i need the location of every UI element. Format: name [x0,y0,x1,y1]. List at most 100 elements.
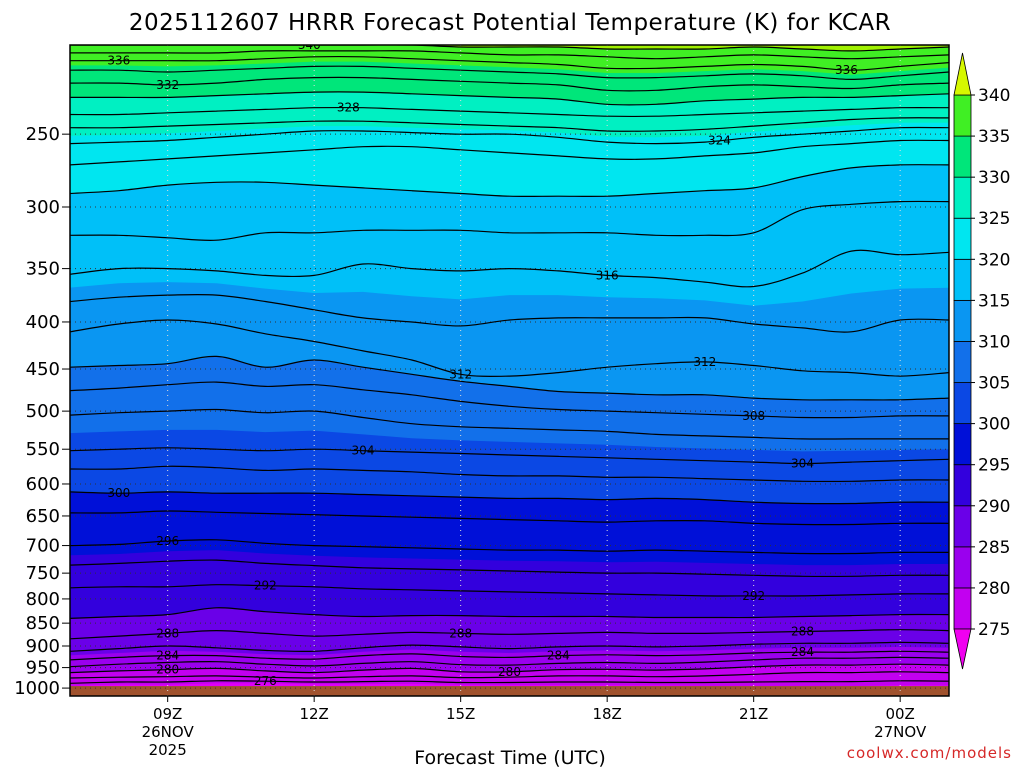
isentrope-276 [70,680,949,684]
y-tick-label-700: 700 [26,536,60,557]
isentrope-330 [70,91,949,106]
y-tick-label-650: 650 [26,506,60,527]
plot-frame [69,44,950,697]
chart-title: 2025112607 HRRR Forecast Potential Tempe… [129,10,891,36]
isentrope-294 [70,559,949,578]
isentrope-308 [70,381,949,419]
y-tick-label-800: 800 [26,589,60,610]
isentrope-label-284: 284 [791,645,814,659]
isentrope-label-308: 308 [742,409,765,423]
isentrope-296 [70,539,949,555]
plot-area: 336 332 340 328 336 324 316 312 312 308 304 304 300 2… [70,38,949,696]
y-tick-label-750: 750 [26,563,60,584]
isentrope-label-316: 316 [596,268,619,282]
isentrope-label-276: 276 [254,674,277,688]
y-tick-label-600: 600 [26,474,60,495]
isentrope-302 [70,465,949,483]
colorbar: 340 335 330 325 320 315 310 305 300 295 290 285 280 2… [953,52,1010,670]
isentrope-292 [70,584,949,597]
x-tick-label-18: 18Z [592,705,621,723]
ground-surface [70,686,949,696]
y-tick-label-250: 250 [26,124,60,145]
colorbar-tick-340: 340 [978,86,1010,106]
colorbar-band-300 [953,382,972,425]
isentrope-328 [70,106,949,118]
isentrope-lines [70,45,949,684]
gridlines [70,45,949,696]
isentrope-label-324: 324 [708,134,731,148]
y-axis: 2503003504004505005506006507007508008509… [14,124,70,699]
isentrope-label-288: 288 [449,626,472,640]
x-tick-date: 26NOV [142,723,195,741]
isentrope-label-304: 304 [352,444,375,458]
isentrope-312 [70,319,949,377]
x-tick-label-15: 15Z [446,705,475,723]
isentrope-306 [70,408,949,440]
fill-band-340 [70,45,949,51]
colorbar-band-290 [953,464,972,507]
isentrope-304 [70,447,949,465]
colorbar-tick-335: 335 [978,127,1010,147]
colorbar-tick-290: 290 [978,497,1010,517]
isentrope-322 [70,139,949,166]
x-tick-label-24: 00Z [885,705,914,723]
colorbar-tick-280: 280 [978,579,1010,599]
isentrope-280 [70,663,949,674]
isentrope-288 [70,629,949,640]
isentrope-label-292: 292 [742,589,765,603]
colorbar-band-285 [953,505,972,548]
isentrope-label-288: 288 [156,626,179,640]
colorbar-tick-330: 330 [978,168,1010,188]
colorbar-tick-305: 305 [978,374,1010,394]
y-tick-label-900: 900 [26,636,60,657]
isentrope-324 [70,126,949,145]
colorbar-tick-295: 295 [978,456,1010,476]
colorbar-band-315 [953,258,972,301]
y-tick-label-350: 350 [26,259,60,280]
colorbar-tick-310: 310 [978,332,1010,352]
colorbar-tick-285: 285 [978,538,1010,558]
colorbar-band-275 [953,587,972,630]
colorbar-band-310 [953,299,972,342]
isentrope-label-328: 328 [337,101,360,115]
y-tick-label-450: 450 [26,359,60,380]
colorbar-band-295 [953,423,972,466]
isentrope-label-304: 304 [791,456,814,470]
isentrope-290 [70,607,949,619]
isentrope-label-340: 340 [298,38,321,52]
x-tick-label-12: 12Z [299,705,328,723]
isentrope-284 [70,650,949,661]
isentrope-326 [70,117,949,132]
colorbar-band-330 [953,135,972,178]
colorbar-band-335 [953,94,972,137]
isentrope-label-332: 332 [156,78,179,92]
isentrope-label-292: 292 [254,579,277,593]
colorbar-tick-325: 325 [978,209,1010,229]
x-axis-label: Forecast Time (UTC) [414,747,605,768]
isentrope-340 [70,45,949,52]
isentrope-336 [70,55,949,71]
colorbar-tick-300: 300 [978,415,1010,435]
isentrope-286 [70,641,949,653]
colorbar-band-325 [953,176,972,219]
isentrope-label-336: 336 [835,63,858,77]
isentrope-318 [70,200,949,241]
isentrope-label-296: 296 [156,534,179,548]
y-tick-label-300: 300 [26,197,60,218]
isentrope-label-288: 288 [791,625,814,639]
isentrope-label-336: 336 [107,54,130,68]
isentrope-label-312: 312 [449,367,472,381]
colorbar-tick-275: 275 [978,620,1010,640]
isentrope-316 [70,249,949,288]
isentrope-label-284: 284 [547,649,570,663]
isentrope-282 [70,656,949,668]
colorbar-tick-320: 320 [978,250,1010,270]
isentrope-label-280: 280 [156,663,179,677]
isentrope-labels: 336 332 340 328 336 324 316 312 312 308 304 304 300 2… [107,38,858,688]
credit-text: coolwx.com/models [847,744,1012,762]
colorbar-band-320 [953,217,972,260]
x-tick-label-9: 09Z [153,705,182,723]
isentrope-320 [70,164,949,198]
